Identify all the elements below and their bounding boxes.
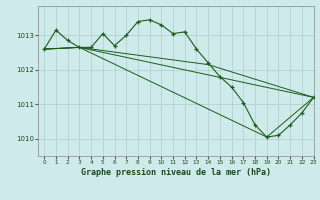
X-axis label: Graphe pression niveau de la mer (hPa): Graphe pression niveau de la mer (hPa) — [81, 168, 271, 177]
